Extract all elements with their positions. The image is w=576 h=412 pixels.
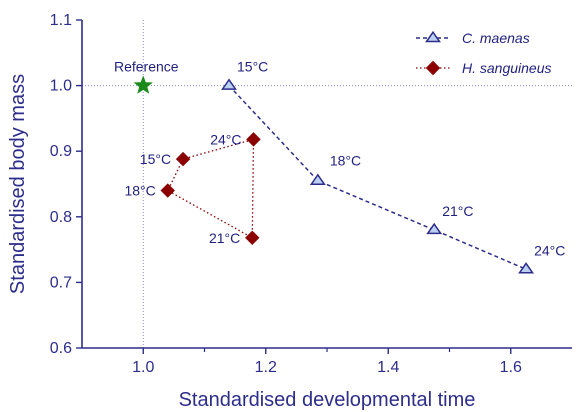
y-tick-label: 1.1	[50, 12, 72, 29]
series-lines	[166, 85, 527, 270]
h-sanguineus-line	[166, 138, 255, 239]
c-maenas-point-label: 18°C	[330, 153, 361, 169]
h-sanguineus-point-label: 18°C	[124, 183, 155, 199]
h-sanguineus-point	[246, 132, 261, 147]
x-tick-label: 1.4	[377, 359, 399, 376]
ticks: 0.6 0.7 0.8 0.9 1.0 1.1 1.0 1.2 1.4 1.6	[50, 12, 522, 376]
x-tick-label: 1.6	[500, 359, 522, 376]
reference-lines	[82, 20, 572, 348]
legend-h-sanguineus-marker	[425, 60, 441, 76]
reference-label: Reference	[114, 59, 179, 75]
c-maenas-point-label: 21°C	[442, 203, 473, 219]
h-sanguineus-point-label: 24°C	[210, 131, 241, 147]
legend-c-maenas-label: C. maenas	[462, 30, 530, 46]
y-axis-title: Standardised body mass	[7, 74, 29, 294]
x-axis-title: Standardised developmental time	[179, 389, 476, 411]
y-tick-label: 0.7	[50, 274, 72, 291]
legend: C. maenas H. sanguineus	[416, 30, 552, 76]
h-sanguineus-point	[160, 183, 175, 198]
c-maenas-point	[518, 262, 534, 274]
x-tick-label: 1.2	[255, 359, 277, 376]
c-maenas-line	[228, 85, 527, 270]
legend-h-sanguineus-label: H. sanguineus	[462, 60, 552, 76]
h-sanguineus-point-label: 21°C	[209, 230, 240, 246]
y-tick-label: 0.9	[50, 143, 72, 160]
point-labels: 15°C 18°C 21°C 24°C 15°C 18°C 21°C 24°C Referenc…	[114, 59, 565, 259]
reference-star	[133, 75, 153, 94]
data-points	[133, 75, 534, 274]
c-maenas-point	[309, 173, 326, 185]
c-maenas-point-label: 15°C	[237, 59, 268, 75]
c-maenas-point	[426, 222, 443, 235]
c-maenas-point	[221, 78, 237, 90]
y-tick-label: 0.8	[50, 209, 72, 226]
legend-c-maenas-marker	[425, 30, 441, 43]
y-tick-label: 0.6	[50, 340, 72, 357]
h-sanguineus-point-label: 15°C	[140, 151, 171, 167]
h-sanguineus-point	[245, 230, 260, 245]
c-maenas-point-label: 24°C	[534, 242, 565, 258]
h-sanguineus-point	[175, 151, 191, 167]
y-tick-label: 1.0	[50, 78, 72, 95]
x-tick-label: 1.0	[132, 359, 154, 376]
